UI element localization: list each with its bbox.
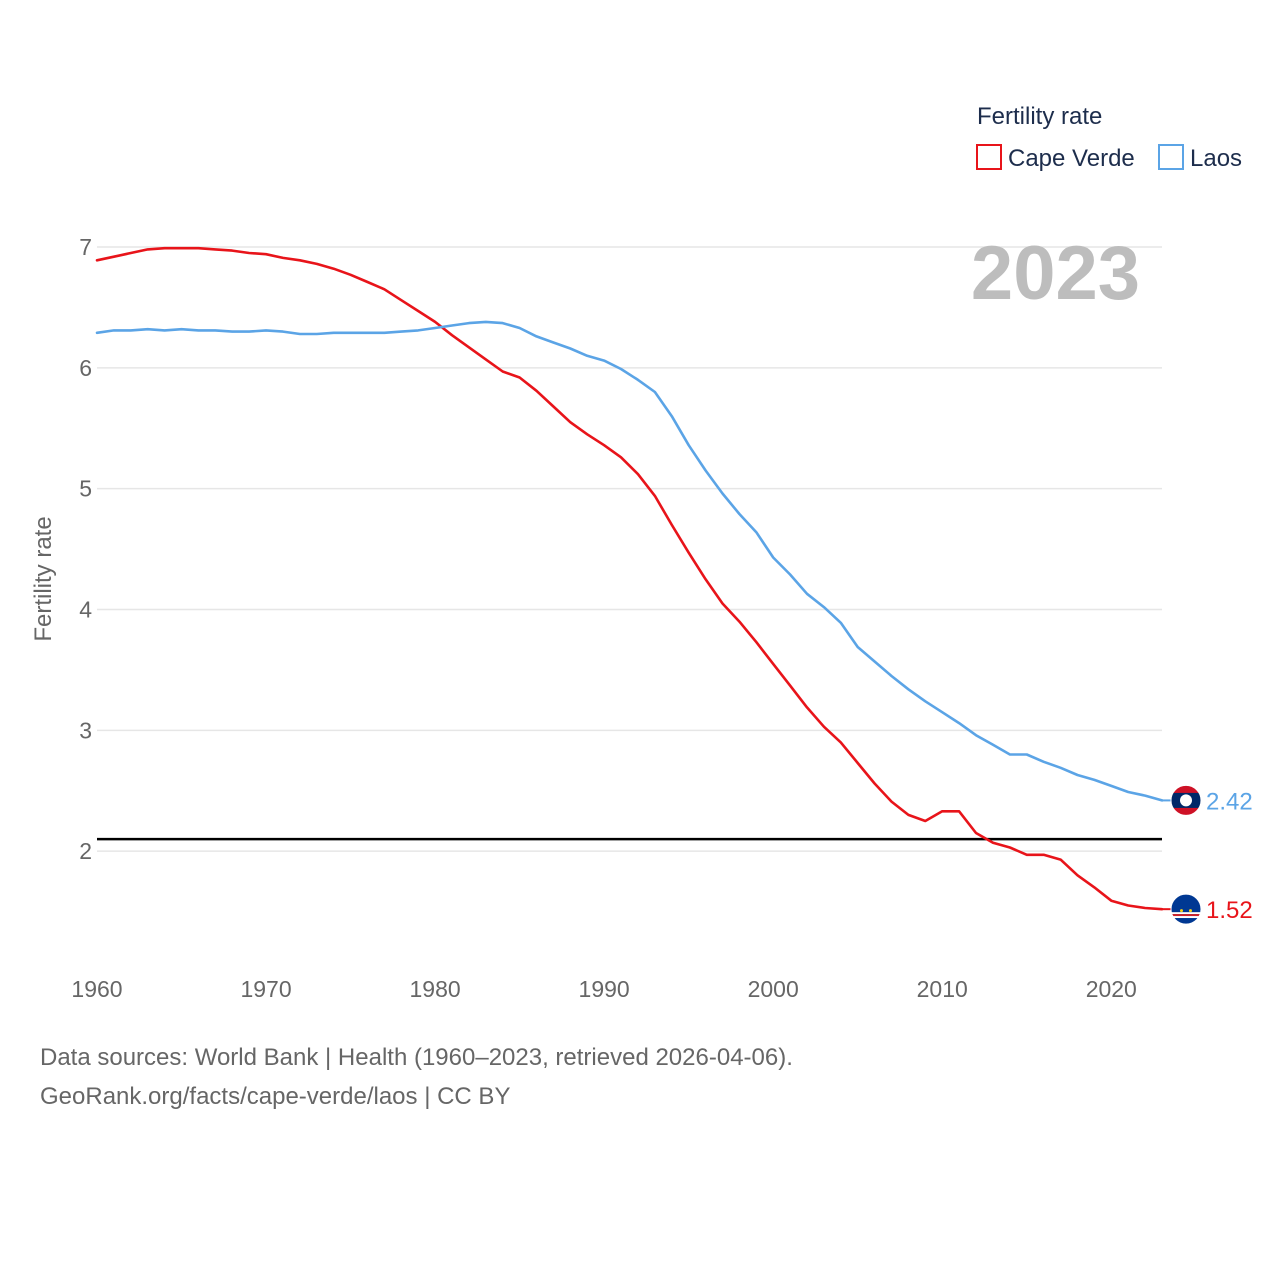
series-line-laos[interactable]: [95, 320, 1164, 802]
y-tick-label: 4: [79, 597, 92, 623]
end-value-label-cape-verde: 1.52: [1206, 897, 1253, 924]
y-axis-ticks: 2 3 4 5 6 7: [79, 234, 92, 864]
attribution-link[interactable]: GeoRank.org/facts/cape-verde/laos | CC B…: [40, 1083, 511, 1110]
y-tick-label: 6: [79, 355, 92, 381]
legend-label-laos: Laos: [1190, 145, 1242, 172]
series-end-markers: 1.52 2.42: [1162, 784, 1253, 925]
y-tick-label: 5: [79, 476, 92, 502]
x-tick-label: 1960: [71, 976, 122, 1002]
data-sources-note: Data sources: World Bank | Health (1960–…: [40, 1044, 793, 1071]
gridlines: [97, 246, 1162, 852]
x-tick-label: 1990: [579, 976, 630, 1002]
y-tick-label: 2: [79, 838, 92, 864]
x-tick-label: 2000: [748, 976, 799, 1002]
fertility-rate-line-chart: 2 3 4 5 6 7 1960 1970 1980 1990 2000 2010 2020 Fert…: [30, 103, 1253, 1002]
legend-swatch-cape-verde: [976, 144, 1002, 170]
cape-verde-flag-icon: [1170, 893, 1202, 925]
legend-item-laos[interactable]: Laos: [1158, 144, 1242, 172]
x-tick-label: 2020: [1086, 976, 1137, 1002]
series-lines: [95, 246, 1164, 911]
y-axis-title: Fertility rate: [30, 516, 57, 641]
legend[interactable]: Fertility rate Cape Verde Laos: [976, 103, 1242, 172]
current-year-label: 2023: [971, 231, 1140, 316]
series-line-cape-verde[interactable]: [95, 246, 1164, 911]
x-tick-label: 2010: [917, 976, 968, 1002]
y-tick-label: 3: [79, 717, 92, 743]
laos-flag-icon: [1170, 784, 1202, 816]
legend-swatch-laos: [1158, 144, 1184, 170]
legend-label-cape-verde: Cape Verde: [1008, 145, 1135, 172]
x-axis-ticks: 1960 1970 1980 1990 2000 2010 2020: [71, 976, 1136, 1002]
end-value-label-laos: 2.42: [1206, 788, 1253, 815]
x-tick-label: 1980: [410, 976, 461, 1002]
legend-title: Fertility rate: [977, 103, 1102, 130]
legend-item-cape-verde[interactable]: Cape Verde: [976, 144, 1135, 172]
y-tick-label: 7: [79, 234, 92, 260]
x-tick-label: 1970: [240, 976, 291, 1002]
